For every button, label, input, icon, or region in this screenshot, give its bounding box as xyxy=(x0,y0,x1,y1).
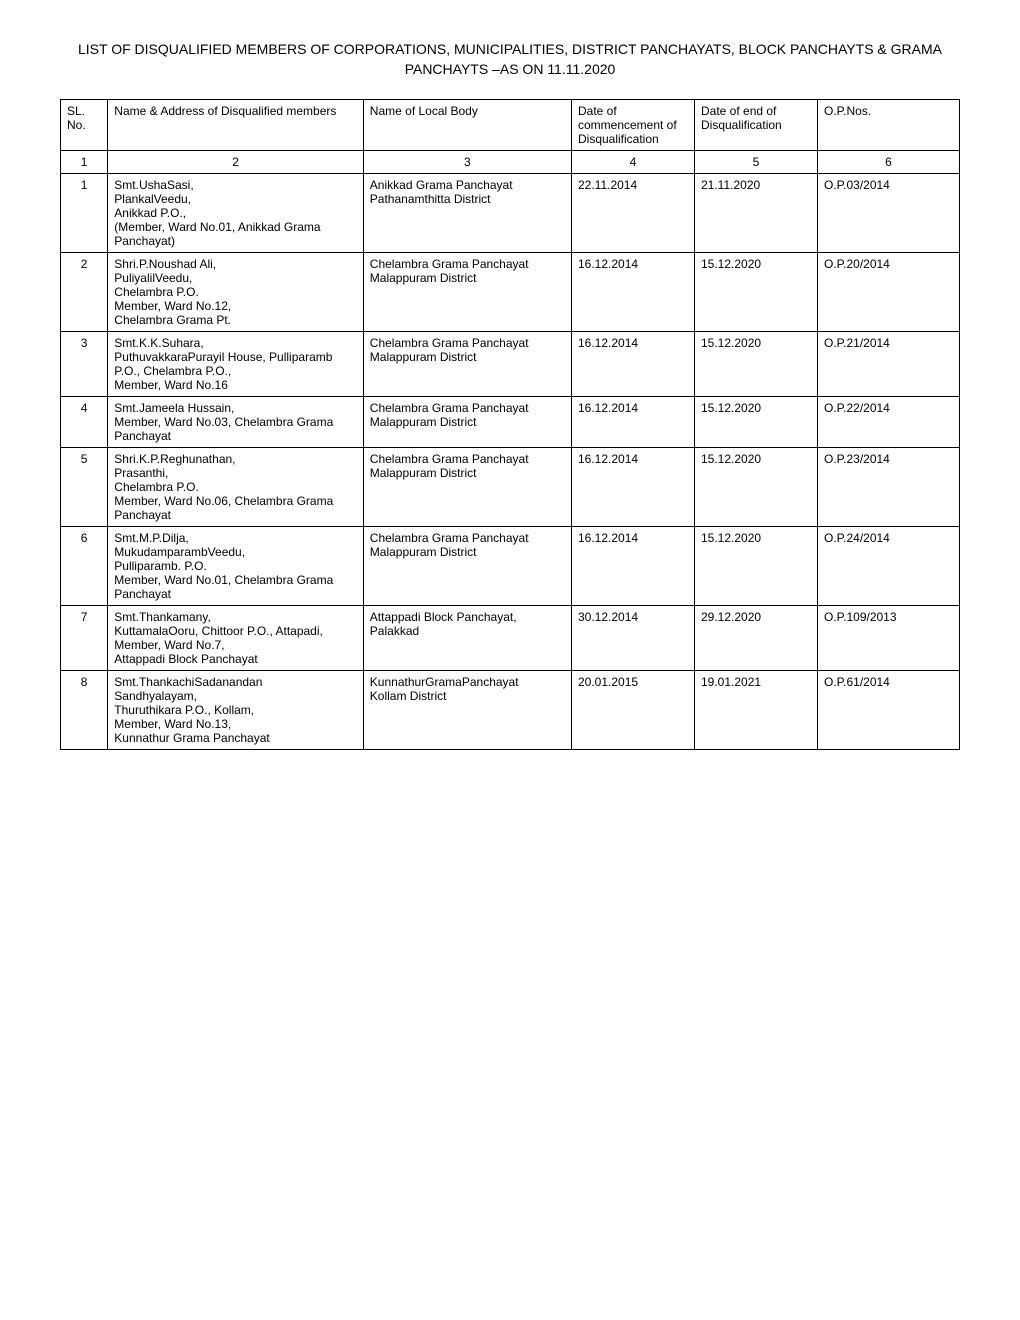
cell-start: 16.12.2014 xyxy=(571,332,694,397)
cell-body: KunnathurGramaPanchayat Kollam District xyxy=(363,671,571,750)
cell-body: Attappadi Block Panchayat, Palakkad xyxy=(363,606,571,671)
cell-name: Smt.ThankachiSadanandan Sandhyalayam, Th… xyxy=(108,671,364,750)
table-row: 5Shri.K.P.Reghunathan, Prasanthi, Chelam… xyxy=(61,448,960,527)
cell-end: 29.12.2020 xyxy=(695,606,818,671)
cell-op: O.P.24/2014 xyxy=(818,527,960,606)
cell-op: O.P.23/2014 xyxy=(818,448,960,527)
col-num-4: 4 xyxy=(571,151,694,174)
cell-op: O.P.61/2014 xyxy=(818,671,960,750)
cell-end: 15.12.2020 xyxy=(695,332,818,397)
table-row: 8Smt.ThankachiSadanandan Sandhyalayam, T… xyxy=(61,671,960,750)
col-header-start: Date of commencement of Disqualification xyxy=(571,100,694,151)
col-num-2: 2 xyxy=(108,151,364,174)
col-num-6: 6 xyxy=(818,151,960,174)
cell-end: 15.12.2020 xyxy=(695,527,818,606)
cell-name: Smt.M.P.Dilja, MukudamparambVeedu, Pulli… xyxy=(108,527,364,606)
col-num-3: 3 xyxy=(363,151,571,174)
cell-op: O.P.20/2014 xyxy=(818,253,960,332)
cell-body: Anikkad Grama Panchayat Pathanamthitta D… xyxy=(363,174,571,253)
cell-sl: 5 xyxy=(61,448,108,527)
cell-end: 15.12.2020 xyxy=(695,253,818,332)
col-num-1: 1 xyxy=(61,151,108,174)
cell-op: O.P.03/2014 xyxy=(818,174,960,253)
cell-end: 15.12.2020 xyxy=(695,448,818,527)
col-header-sl: SL. No. xyxy=(61,100,108,151)
cell-start: 30.12.2014 xyxy=(571,606,694,671)
table-header-row: SL. No. Name & Address of Disqualified m… xyxy=(61,100,960,151)
cell-body: Chelambra Grama Panchayat Malappuram Dis… xyxy=(363,448,571,527)
col-header-op: O.P.Nos. xyxy=(818,100,960,151)
table-row: 2Shri.P.Noushad Ali, PuliyalilVeedu, Che… xyxy=(61,253,960,332)
cell-end: 15.12.2020 xyxy=(695,397,818,448)
cell-sl: 8 xyxy=(61,671,108,750)
cell-op: O.P.21/2014 xyxy=(818,332,960,397)
cell-name: Smt.Thankamany, KuttamalaOoru, Chittoor … xyxy=(108,606,364,671)
col-header-name: Name & Address of Disqualified members xyxy=(108,100,364,151)
cell-start: 16.12.2014 xyxy=(571,448,694,527)
cell-end: 21.11.2020 xyxy=(695,174,818,253)
cell-name: Smt.K.K.Suhara, PuthuvakkaraPurayil Hous… xyxy=(108,332,364,397)
cell-end: 19.01.2021 xyxy=(695,671,818,750)
col-num-5: 5 xyxy=(695,151,818,174)
cell-name: Shri.K.P.Reghunathan, Prasanthi, Chelamb… xyxy=(108,448,364,527)
cell-start: 22.11.2014 xyxy=(571,174,694,253)
disqualified-members-table: SL. No. Name & Address of Disqualified m… xyxy=(60,99,960,750)
cell-sl: 2 xyxy=(61,253,108,332)
cell-sl: 7 xyxy=(61,606,108,671)
cell-body: Chelambra Grama Panchayat Malappuram Dis… xyxy=(363,397,571,448)
cell-start: 20.01.2015 xyxy=(571,671,694,750)
cell-name: Smt.UshaSasi, PlankalVeedu, Anikkad P.O.… xyxy=(108,174,364,253)
cell-name: Shri.P.Noushad Ali, PuliyalilVeedu, Chel… xyxy=(108,253,364,332)
cell-op: O.P.22/2014 xyxy=(818,397,960,448)
cell-sl: 4 xyxy=(61,397,108,448)
table-row: 6Smt.M.P.Dilja, MukudamparambVeedu, Pull… xyxy=(61,527,960,606)
cell-name: Smt.Jameela Hussain, Member, Ward No.03,… xyxy=(108,397,364,448)
cell-sl: 3 xyxy=(61,332,108,397)
table-number-row: 1 2 3 4 5 6 xyxy=(61,151,960,174)
cell-body: Chelambra Grama Panchayat Malappuram Dis… xyxy=(363,253,571,332)
cell-start: 16.12.2014 xyxy=(571,253,694,332)
table-row: 1Smt.UshaSasi, PlankalVeedu, Anikkad P.O… xyxy=(61,174,960,253)
col-header-body: Name of Local Body xyxy=(363,100,571,151)
cell-op: O.P.109/2013 xyxy=(818,606,960,671)
table-row: 3Smt.K.K.Suhara, PuthuvakkaraPurayil Hou… xyxy=(61,332,960,397)
cell-start: 16.12.2014 xyxy=(571,397,694,448)
table-row: 4Smt.Jameela Hussain, Member, Ward No.03… xyxy=(61,397,960,448)
cell-sl: 6 xyxy=(61,527,108,606)
col-header-end: Date of end of Disqualification xyxy=(695,100,818,151)
page-title: LIST OF DISQUALIFIED MEMBERS OF CORPORAT… xyxy=(60,40,960,79)
cell-body: Chelambra Grama Panchayat Malappuram Dis… xyxy=(363,332,571,397)
cell-sl: 1 xyxy=(61,174,108,253)
table-row: 7Smt.Thankamany, KuttamalaOoru, Chittoor… xyxy=(61,606,960,671)
cell-body: Chelambra Grama Panchayat Malappuram Dis… xyxy=(363,527,571,606)
cell-start: 16.12.2014 xyxy=(571,527,694,606)
